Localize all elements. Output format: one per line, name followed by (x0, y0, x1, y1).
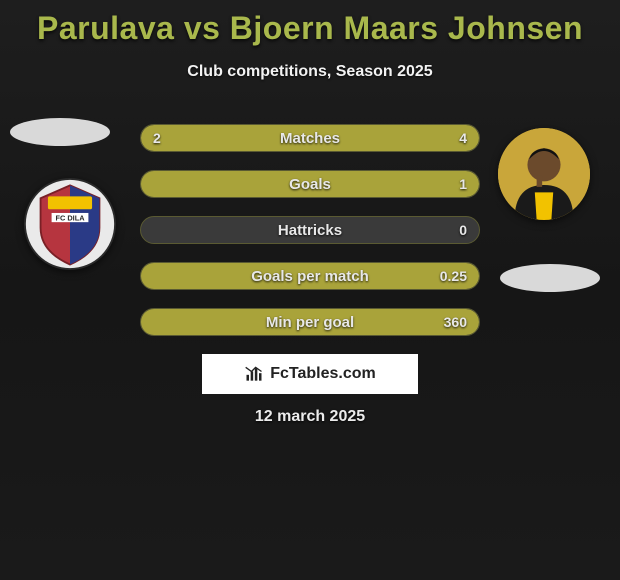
stat-bar: Goals per match 0.25 (140, 262, 480, 290)
stat-label: Min per goal (141, 309, 479, 335)
avatar-right (498, 128, 590, 220)
stat-value-right: 1 (459, 171, 467, 197)
brand-link[interactable]: FcTables.com (202, 354, 418, 394)
page-title: Parulava vs Bjoern Maars Johnsen (0, 0, 620, 47)
club-shield-icon: FC DILA (24, 178, 116, 270)
ellipse-right (500, 264, 600, 292)
stat-value-right: 0.25 (440, 263, 467, 289)
player-photo-icon (498, 128, 590, 220)
ellipse-left (10, 118, 110, 146)
stat-value-right: 4 (459, 125, 467, 151)
stat-label: Goals (141, 171, 479, 197)
brand-label: FcTables.com (270, 365, 376, 383)
stat-label: Matches (141, 125, 479, 151)
stat-bars: 2 Matches 4 Goals 1 Hattricks 0 Goals pe… (140, 124, 480, 354)
stat-label: Hattricks (141, 217, 479, 243)
stat-bar: Goals 1 (140, 170, 480, 198)
bar-chart-icon (244, 364, 264, 384)
stat-value-right: 360 (444, 309, 467, 335)
svg-text:FC DILA: FC DILA (55, 213, 85, 222)
stat-label: Goals per match (141, 263, 479, 289)
avatar-left: FC DILA (24, 178, 116, 270)
date-label: 12 march 2025 (0, 408, 620, 426)
subtitle: Club competitions, Season 2025 (0, 63, 620, 81)
stat-bar: 2 Matches 4 (140, 124, 480, 152)
stat-bar: Min per goal 360 (140, 308, 480, 336)
stat-bar: Hattricks 0 (140, 216, 480, 244)
stat-value-right: 0 (459, 217, 467, 243)
